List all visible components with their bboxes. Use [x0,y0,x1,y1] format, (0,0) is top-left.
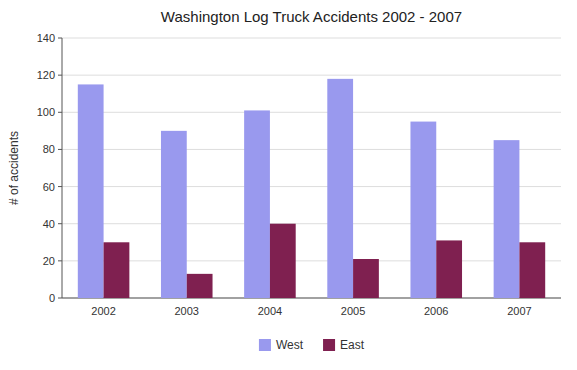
bar [187,274,213,298]
y-tick [58,75,62,76]
y-tick-label: 40 [43,218,55,230]
x-tick-label: 2003 [175,305,199,317]
y-tick [58,149,62,150]
grid-line [62,38,561,39]
legend-item: East [323,338,365,352]
grid [62,38,561,298]
bar [410,122,436,298]
legend: West East [259,338,365,352]
bar [353,259,379,298]
bar [436,240,462,298]
x-tick-label: 2005 [341,305,365,317]
bar [244,110,270,298]
bar [519,242,545,298]
x-tick-label: 2007 [507,305,531,317]
bar [494,140,520,298]
chart-svg: 0 20 40 60 80 100 120 140 2002 2003 2004 2005 2006 20… [0,0,577,370]
axes: 0 20 40 60 80 100 120 140 2002 2003 2004 2005 2006 20… [37,32,561,317]
legend-label: West [276,338,304,352]
y-axis-line [62,38,63,298]
x-tick-label: 2004 [258,305,282,317]
y-tick-label: 0 [49,292,55,304]
y-axis-label: # of accidents [7,131,21,205]
bar [270,224,296,298]
legend-swatch [323,339,335,351]
grid-line [62,75,561,76]
y-tick [58,186,62,187]
legend-item: West [259,338,304,352]
y-tick-label: 60 [43,181,55,193]
chart-container: 0 20 40 60 80 100 120 140 2002 2003 2004 2005 2006 20… [0,0,577,370]
y-tick [58,112,62,113]
y-tick-label: 140 [37,32,55,44]
bars [78,79,545,298]
bar [104,242,130,298]
title: Washington Log Truck Accidents 2002 - 20… [161,8,462,25]
y-tick-label: 100 [37,106,55,118]
grid-line [62,112,561,113]
y-tick-label: 80 [43,143,55,155]
grid-line [62,223,561,224]
x-axis-line [62,298,561,299]
y-tick [58,260,62,261]
legend-swatch [259,339,271,351]
bar [78,84,104,298]
y-tick [58,298,62,299]
grid-line [62,186,561,187]
x-tick-label: 2002 [91,305,115,317]
bar [327,79,353,298]
legend-label: East [340,338,365,352]
grid-line [62,260,561,261]
x-tick-label: 2006 [424,305,448,317]
bar [161,131,187,298]
y-tick [58,223,62,224]
grid-line [62,298,561,299]
y-tick [58,38,62,39]
grid-line [62,149,561,150]
y-tick-label: 120 [37,69,55,81]
y-tick-label: 20 [43,255,55,267]
